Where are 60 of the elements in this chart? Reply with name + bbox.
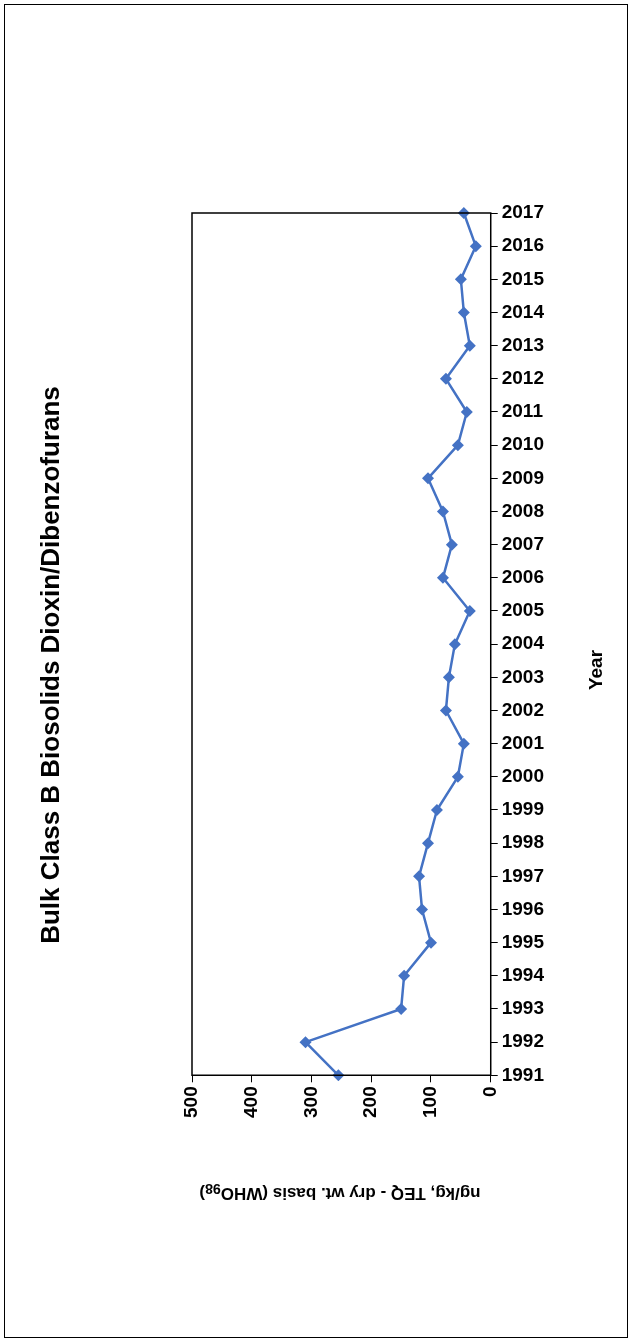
y-tick-label: 2005 (501, 599, 545, 621)
point (463, 339, 476, 352)
point (395, 1002, 408, 1015)
point (439, 372, 452, 385)
y-axis-title: Year (585, 649, 607, 691)
y-tick-label: 2016 (501, 234, 545, 256)
point (398, 969, 411, 982)
y-tick-label: 2011 (501, 400, 544, 422)
x-tick-label: 400 (239, 1086, 261, 1118)
point (422, 837, 434, 850)
point (463, 604, 476, 617)
point (430, 803, 443, 816)
y-tick-label: 2000 (501, 765, 545, 787)
point (454, 273, 467, 286)
point (469, 240, 482, 253)
y-tick-label: 2013 (501, 333, 545, 355)
y-tick-label: 2002 (501, 698, 545, 720)
point (457, 737, 470, 750)
y-tick-label: 2003 (501, 665, 545, 687)
point (451, 770, 464, 783)
x-tick-label: 100 (419, 1086, 441, 1118)
point (424, 936, 437, 949)
point (442, 671, 455, 684)
y-tick-label: 2017 (501, 201, 545, 223)
point (436, 505, 449, 518)
text: Bulk Class B Biosolids Dioxin/Dibenzofurans (34, 386, 66, 944)
y-tick-label: 2012 (501, 367, 545, 389)
point (436, 571, 449, 584)
point (460, 405, 473, 418)
x-tick-label: 0 (478, 1086, 500, 1097)
y-tick-label: 1995 (501, 930, 545, 952)
y-tick-label: 1998 (501, 831, 545, 853)
point (416, 903, 429, 916)
point (451, 439, 464, 452)
point (457, 306, 470, 319)
y-tick-label: 1994 (501, 964, 545, 986)
y-tick-label: 1992 (501, 1030, 545, 1052)
y-tick-label: 1993 (501, 997, 545, 1019)
y-tick-label: 2015 (501, 267, 545, 289)
point (439, 704, 452, 717)
point (445, 538, 458, 551)
y-tick-label: 1999 (501, 798, 545, 820)
y-tick-label: 1996 (501, 897, 545, 919)
point (413, 870, 426, 883)
y-tick-label: 2014 (501, 300, 545, 322)
x-tick-label: 300 (299, 1086, 321, 1118)
x-tick-label: 500 (180, 1086, 202, 1118)
y-tick-label: 2009 (501, 466, 545, 488)
x-tick-label: 200 (359, 1086, 381, 1118)
y-tick-label: 1997 (501, 864, 545, 886)
y-tick-label: 2010 (501, 433, 545, 455)
y-tick-label: 2007 (501, 532, 545, 554)
y-tick-label: 1991 (501, 1063, 545, 1085)
point (448, 638, 461, 651)
point (299, 1036, 312, 1049)
y-tick-label: 2008 (501, 499, 545, 521)
y-tick-label: 2001 (501, 731, 545, 753)
point (422, 472, 434, 485)
y-tick-label: 2004 (501, 632, 545, 654)
y-tick-label: 2006 (501, 566, 545, 588)
